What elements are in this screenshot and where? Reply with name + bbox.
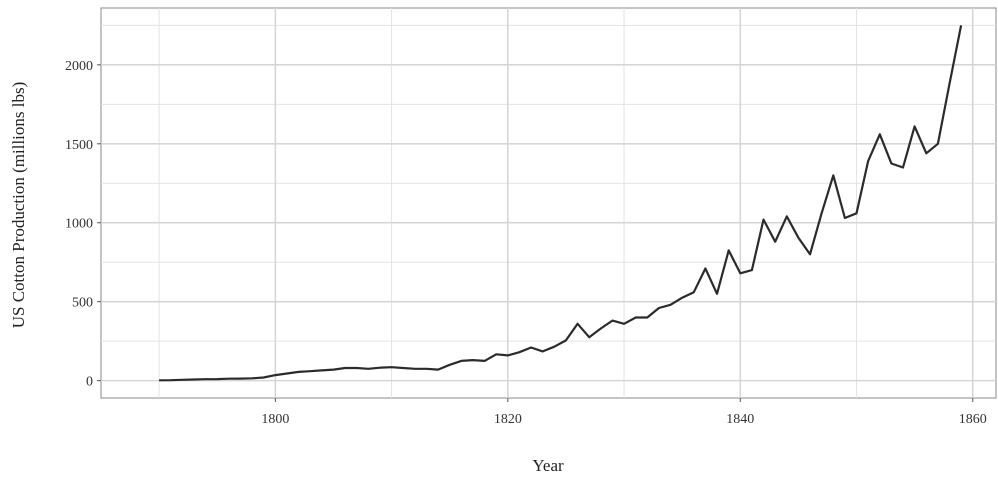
data-point (821, 213, 822, 214)
x-axis-title: Year (532, 456, 564, 475)
data-point (809, 254, 810, 255)
data-point (403, 367, 404, 368)
data-point (182, 379, 183, 380)
y-tick-label: 1000 (65, 217, 93, 232)
data-point (961, 25, 962, 26)
data-point (344, 367, 345, 368)
y-tick-label: 500 (72, 296, 93, 311)
data-point (844, 217, 845, 218)
data-point (414, 368, 415, 369)
data-point (891, 163, 892, 164)
data-point (228, 378, 229, 379)
data-point (193, 379, 194, 380)
data-point (693, 292, 694, 293)
y-tick-label: 1500 (65, 138, 93, 153)
data-point (379, 367, 380, 368)
data-point (542, 351, 543, 352)
plot-panel (100, 7, 997, 399)
data-point (333, 369, 334, 370)
x-tick-label: 1820 (494, 412, 522, 427)
data-point (716, 293, 717, 294)
minor-gridlines (101, 8, 996, 398)
data-point (949, 83, 950, 84)
data-point (310, 371, 311, 372)
data-point (658, 307, 659, 308)
data-point (240, 378, 241, 379)
data-point (868, 161, 869, 162)
y-tick-label: 2000 (65, 59, 93, 74)
data-point (705, 268, 706, 269)
data-point (472, 360, 473, 361)
data-point (519, 352, 520, 353)
data-point (798, 237, 799, 238)
data-point (368, 368, 369, 369)
y-axis-title: US Cotton Production (millions lbs) (9, 82, 28, 329)
data-point (170, 380, 171, 381)
data-point (902, 167, 903, 168)
data-point (926, 153, 927, 154)
data-point (496, 354, 497, 355)
data-point (833, 175, 834, 176)
data-point (635, 317, 636, 318)
data-point (217, 378, 218, 379)
data-point (252, 378, 253, 379)
data-point (647, 317, 648, 318)
data-point (205, 379, 206, 380)
data-point (449, 364, 450, 365)
data-point (321, 370, 322, 371)
data-point (577, 323, 578, 324)
data-point (879, 134, 880, 135)
data-point (159, 380, 160, 381)
series-layer (159, 25, 963, 382)
x-tick-label: 1840 (726, 412, 754, 427)
major-gridlines (101, 8, 996, 398)
data-point (763, 219, 764, 220)
data-point (589, 337, 590, 338)
data-point (937, 143, 938, 144)
data-point (751, 270, 752, 271)
data-point (565, 340, 566, 341)
data-point (391, 367, 392, 368)
data-point (623, 323, 624, 324)
data-point (600, 328, 601, 329)
data-point (682, 297, 683, 298)
series-line (159, 25, 963, 382)
x-tick-label: 1860 (959, 412, 987, 427)
axis-ticks: 1800 1820 1840 1860 0 500 1000 1500 2000 (65, 59, 987, 427)
data-point (740, 273, 741, 274)
data-point (484, 360, 485, 361)
y-tick-label: 0 (86, 375, 93, 390)
data-point (786, 216, 787, 217)
data-point (728, 250, 729, 251)
data-point (507, 355, 508, 356)
data-point (554, 346, 555, 347)
data-point (275, 375, 276, 376)
data-point (263, 377, 264, 378)
data-point (775, 241, 776, 242)
data-point (670, 304, 671, 305)
data-point (856, 213, 857, 214)
data-point (298, 371, 299, 372)
x-tick-label: 1800 (261, 412, 289, 427)
data-point (461, 360, 462, 361)
data-point (530, 347, 531, 348)
data-point (612, 320, 613, 321)
data-point (286, 373, 287, 374)
data-point (356, 367, 357, 368)
data-point (914, 126, 915, 127)
data-point (426, 368, 427, 369)
data-point (437, 369, 438, 370)
